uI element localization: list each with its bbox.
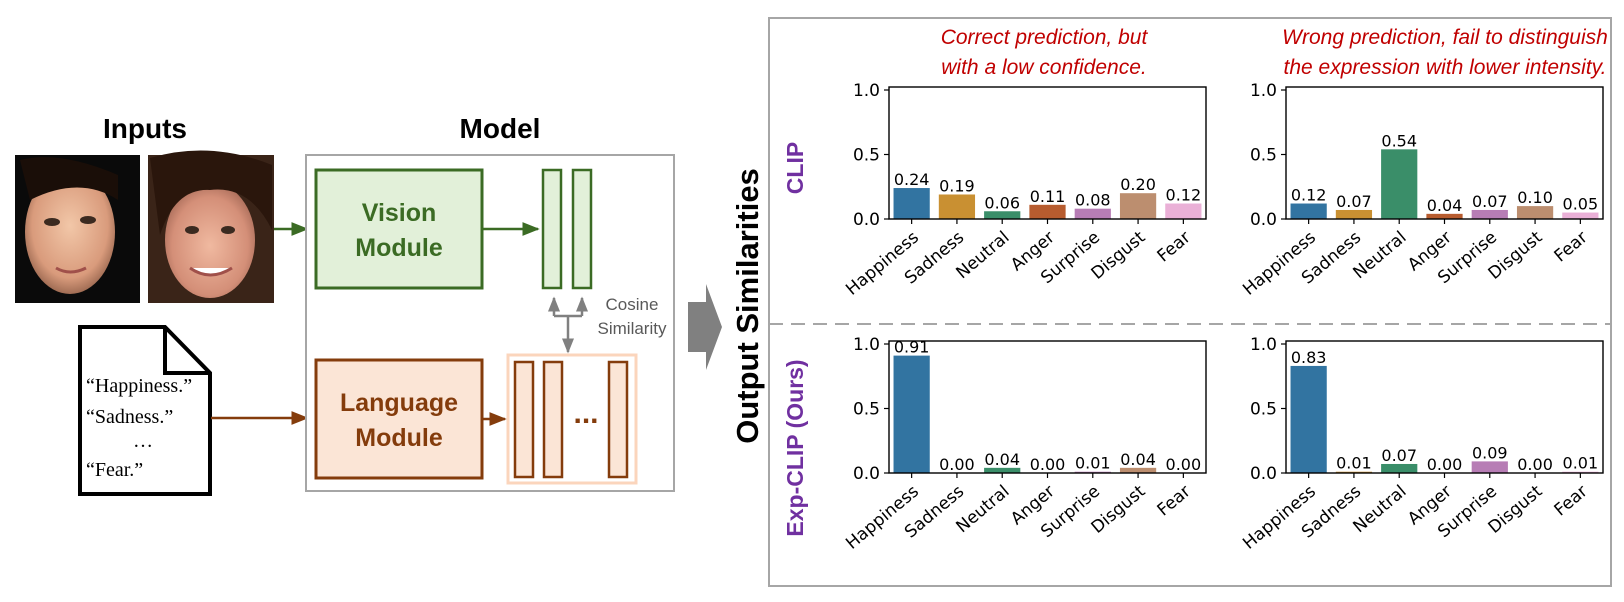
- embedding-ellipsis: ...: [573, 397, 598, 430]
- annotation-left-1: Correct prediction, but: [941, 26, 1149, 49]
- annotation-right-2: the expression with lower intensity.: [1284, 56, 1607, 79]
- bar-value-label: 0.00: [1166, 455, 1202, 474]
- document-icon: [78, 325, 212, 496]
- bar-value-label: 0.12: [1166, 186, 1202, 205]
- y-tick-label: 0.0: [1250, 464, 1277, 484]
- prompt-line-4: “Fear.”: [86, 459, 143, 481]
- bar-disgust: [1119, 467, 1157, 473]
- cosine-label-2: Similarity: [598, 319, 667, 338]
- bar-value-label: 0.83: [1291, 348, 1327, 367]
- y-tick-label: 1.0: [1250, 335, 1277, 355]
- bar-value-label: 0.09: [1472, 443, 1508, 462]
- cosine-similarity-connector: [548, 296, 588, 354]
- bar-value-label: 0.19: [939, 176, 975, 195]
- vision-module-label-1: Vision: [362, 199, 437, 227]
- bar-disgust: [1516, 206, 1554, 219]
- bar-value-label: 0.10: [1517, 188, 1553, 207]
- y-tick-label: 1.0: [853, 81, 880, 101]
- vision-module-label-2: Module: [355, 234, 443, 262]
- output-title: Output Similarities: [730, 168, 765, 444]
- row-label-exp-clip: Exp-CLIP (Ours): [782, 359, 808, 536]
- text-embedding-bar-3: [607, 360, 629, 479]
- bar-value-label: 0.20: [1120, 175, 1156, 194]
- bar-value-label: 0.00: [1030, 455, 1066, 474]
- bar-value-label: 0.01: [1563, 454, 1599, 473]
- bar-value-label: 0.54: [1381, 131, 1417, 150]
- bar-value-label: 0.11: [1030, 187, 1066, 206]
- y-tick-label: 0.5: [1250, 400, 1277, 420]
- bar-value-label: 0.12: [1291, 186, 1327, 205]
- bar-sadness: [1335, 209, 1373, 219]
- cosine-label-1: Cosine: [606, 295, 659, 314]
- bar-value-label: 0.91: [894, 338, 930, 357]
- bar-value-label: 0.00: [1517, 455, 1553, 474]
- y-tick-label: 1.0: [1250, 81, 1277, 101]
- bar-happiness: [893, 188, 930, 219]
- bar-value-label: 0.04: [1427, 196, 1463, 215]
- y-tick-label: 0.5: [853, 146, 880, 166]
- prompt-line-3: …: [133, 430, 153, 452]
- bar-value-label: 0.00: [939, 455, 975, 474]
- bar-fear: [1562, 212, 1599, 219]
- bar-surprise: [1074, 208, 1111, 219]
- bar-surprise: [1471, 461, 1508, 473]
- bar-neutral: [984, 211, 1021, 219]
- model-title: Model: [460, 113, 541, 144]
- bar-value-label: 0.01: [1336, 454, 1372, 473]
- bar-disgust: [1119, 193, 1157, 219]
- prompt-line-2: “Sadness.”: [86, 406, 173, 428]
- bar-happiness: [1290, 365, 1327, 473]
- bar-value-label: 0.07: [1336, 192, 1372, 211]
- inputs-title: Inputs: [103, 113, 187, 144]
- language-module-box: [314, 358, 484, 480]
- y-tick-label: 0.5: [853, 400, 880, 420]
- bar-value-label: 0.00: [1427, 455, 1463, 474]
- y-tick-label: 1.0: [853, 335, 880, 355]
- annotation-left-2: with a low confidence.: [941, 56, 1146, 79]
- bar-value-label: 0.05: [1563, 195, 1599, 214]
- bar-neutral: [1381, 463, 1418, 473]
- bar-happiness: [1290, 203, 1327, 219]
- output-arrow: [688, 284, 722, 370]
- language-module-label-1: Language: [340, 389, 458, 417]
- bar-happiness: [893, 355, 930, 473]
- row-label-clip: CLIP: [782, 142, 808, 194]
- bar-value-label: 0.24: [894, 170, 930, 189]
- bar-neutral: [1381, 149, 1418, 219]
- bar-value-label: 0.04: [984, 450, 1020, 469]
- bar-neutral: [984, 467, 1021, 473]
- y-tick-label: 0.0: [1250, 210, 1277, 230]
- face-image-1: [15, 155, 140, 303]
- bar-value-label: 0.08: [1075, 191, 1111, 210]
- annotation-right-1: Wrong prediction, fail to distinguish: [1282, 26, 1608, 49]
- bar-value-label: 0.01: [1075, 454, 1111, 473]
- language-module-label-2: Module: [355, 424, 443, 452]
- face-image-2: [148, 150, 274, 303]
- bar-value-label: 0.07: [1472, 192, 1508, 211]
- bar-sadness: [938, 194, 976, 219]
- vision-module-box: [314, 168, 484, 290]
- image-embedding-bar-2: [571, 168, 593, 290]
- text-embedding-bar-1: [513, 360, 535, 479]
- bar-value-label: 0.07: [1381, 446, 1417, 465]
- bar-value-label: 0.06: [984, 193, 1020, 212]
- y-tick-label: 0.0: [853, 210, 880, 230]
- bar-anger: [1426, 213, 1463, 219]
- results-frame: [768, 17, 1612, 587]
- y-tick-label: 0.5: [1250, 146, 1277, 166]
- prompt-line-1: “Happiness.”: [86, 375, 192, 397]
- bar-fear: [1165, 203, 1202, 219]
- bar-surprise: [1471, 209, 1508, 219]
- image-embedding-bar-1: [541, 168, 563, 290]
- y-tick-label: 0.0: [853, 464, 880, 484]
- bar-anger: [1029, 204, 1066, 219]
- bar-value-label: 0.04: [1120, 450, 1156, 469]
- text-embedding-bar-2: [542, 360, 564, 479]
